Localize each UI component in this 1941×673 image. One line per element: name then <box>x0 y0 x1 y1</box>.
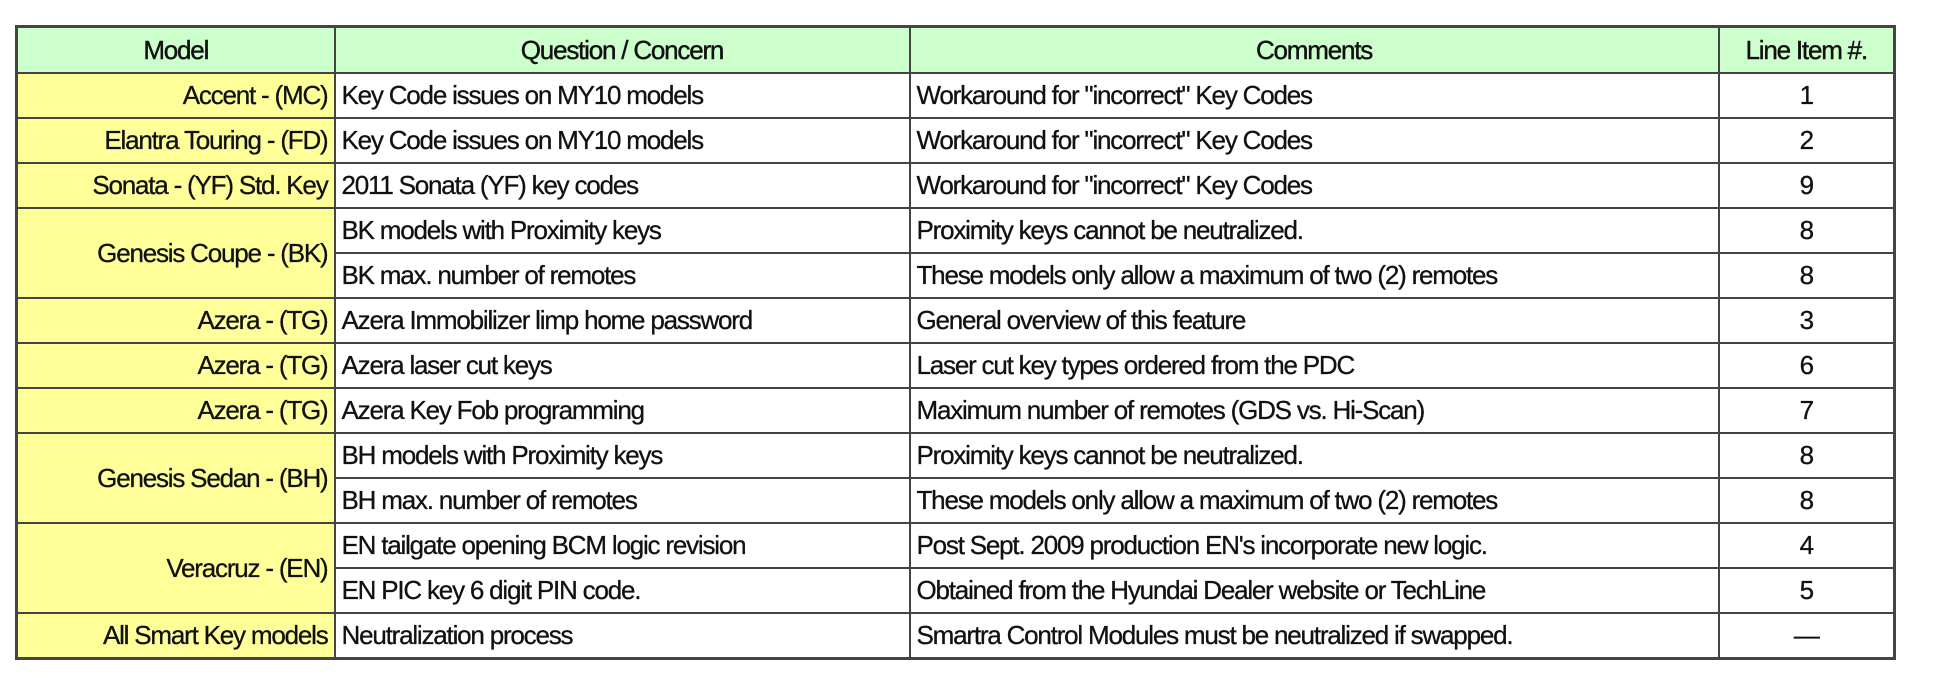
header-line-item: Line Item #. <box>1717 25 1896 74</box>
model-cell: All Smart Key models <box>15 612 336 660</box>
comment-cell: Proximity keys cannot be neutralized. <box>908 432 1720 479</box>
comment-cell: Smartra Control Modules must be neutrali… <box>908 612 1720 660</box>
question-cell: Neutralization process <box>333 612 911 660</box>
question-cell: EN PIC key 6 digit PIN code. <box>333 567 911 614</box>
question-cell: Key Code issues on MY10 models <box>333 117 911 164</box>
header-question: Question / Concern <box>333 25 911 74</box>
model-cell: Genesis Sedan - (BH) <box>15 432 336 524</box>
table-body: Accent - (MC) Key Code issues on MY10 mod… <box>15 72 1896 660</box>
table-row: Sonata - (YF) Std. Key 2011 Sonata (YF) k… <box>15 162 1896 209</box>
table-row: Accent - (MC) Key Code issues on MY10 mod… <box>15 72 1896 119</box>
line-item-cell: 2 <box>1717 117 1896 164</box>
line-item-cell: 3 <box>1717 297 1896 344</box>
line-item-cell: 5 <box>1717 567 1896 614</box>
table-row: Elantra Touring - (FD) Key Code issues on… <box>15 117 1896 164</box>
comment-cell: Post Sept. 2009 production EN's incorpor… <box>908 522 1720 569</box>
comment-cell: Workaround for "incorrect" Key Codes <box>908 162 1720 209</box>
comment-cell: These models only allow a maximum of two… <box>908 477 1720 524</box>
line-item-cell: 4 <box>1717 522 1896 569</box>
comment-cell: These models only allow a maximum of two… <box>908 252 1720 299</box>
table-row: All Smart Key models Neutralization proce… <box>15 612 1896 660</box>
comment-cell: Workaround for "incorrect" Key Codes <box>908 72 1720 119</box>
header-model: Model <box>15 25 336 74</box>
header-row: Model Question / Concern Comments Line I… <box>15 25 1896 74</box>
model-cell: Elantra Touring - (FD) <box>15 117 336 164</box>
comment-cell: Obtained from the Hyundai Dealer website… <box>908 567 1720 614</box>
comment-cell: Proximity keys cannot be neutralized. <box>908 207 1720 254</box>
model-cell: Veracruz - (EN) <box>15 522 336 614</box>
table-row: Azera - (TG) Azera Immobilizer limp home … <box>15 297 1896 344</box>
table-row: BK max. number of remotes These models on… <box>17 252 1896 299</box>
line-item-cell: — <box>1717 612 1896 660</box>
question-cell: BK models with Proximity keys <box>333 207 911 254</box>
question-cell: Azera Key Fob programming <box>333 387 911 434</box>
header-comments: Comments <box>908 25 1720 74</box>
line-item-cell: 9 <box>1717 162 1896 209</box>
table-row: Veracruz - (EN) EN tailgate opening BCM l… <box>15 522 1896 614</box>
question-cell: BH max. number of remotes <box>333 477 911 524</box>
line-item-cell: 7 <box>1717 387 1896 434</box>
comment-cell: Workaround for "incorrect" Key Codes <box>908 117 1720 164</box>
table-row: EN PIC key 6 digit PIN code. Obtained fro… <box>17 567 1896 614</box>
question-cell: EN tailgate opening BCM logic revision <box>333 522 911 569</box>
comment-cell: General overview of this feature <box>908 297 1720 344</box>
line-item-cell: 8 <box>1717 207 1896 254</box>
line-item-cell: 8 <box>1717 477 1896 524</box>
table-row: Azera - (TG) Azera Key Fob programming Max… <box>15 387 1896 434</box>
question-cell: Key Code issues on MY10 models <box>333 72 911 119</box>
question-cell: 2011 Sonata (YF) key codes <box>333 162 911 209</box>
model-cell: Genesis Coupe - (BK) <box>15 207 336 299</box>
model-cell: Azera - (TG) <box>15 342 336 389</box>
table-row: Azera - (TG) Azera laser cut keys Laser cu… <box>15 342 1896 389</box>
question-cell: Azera laser cut keys <box>333 342 911 389</box>
model-cell: Sonata - (YF) Std. Key <box>15 162 336 209</box>
question-cell: BH models with Proximity keys <box>333 432 911 479</box>
table-row: BH max. number of remotes These models on… <box>17 477 1896 524</box>
table-row: Genesis Coupe - (BK) BK models with Proxi… <box>15 207 1896 299</box>
question-cell: BK max. number of remotes <box>333 252 911 299</box>
table-row: Genesis Sedan - (BH) BH models with Proxi… <box>15 432 1896 524</box>
line-item-cell: 6 <box>1717 342 1896 389</box>
comment-cell: Maximum number of remotes (GDS vs. Hi-Sc… <box>908 387 1720 434</box>
model-cell: Accent - (MC) <box>15 72 336 119</box>
question-cell: Azera Immobilizer limp home password <box>333 297 911 344</box>
model-cell: Azera - (TG) <box>15 387 336 434</box>
line-item-cell: 8 <box>1717 252 1896 299</box>
model-cell: Azera - (TG) <box>15 297 336 344</box>
line-item-cell: 8 <box>1717 432 1896 479</box>
comment-cell: Laser cut key types ordered from the PDC <box>908 342 1720 389</box>
line-item-cell: 1 <box>1717 72 1896 119</box>
line-items-table: Model Question / Concern Comments Line I… <box>15 25 1896 660</box>
